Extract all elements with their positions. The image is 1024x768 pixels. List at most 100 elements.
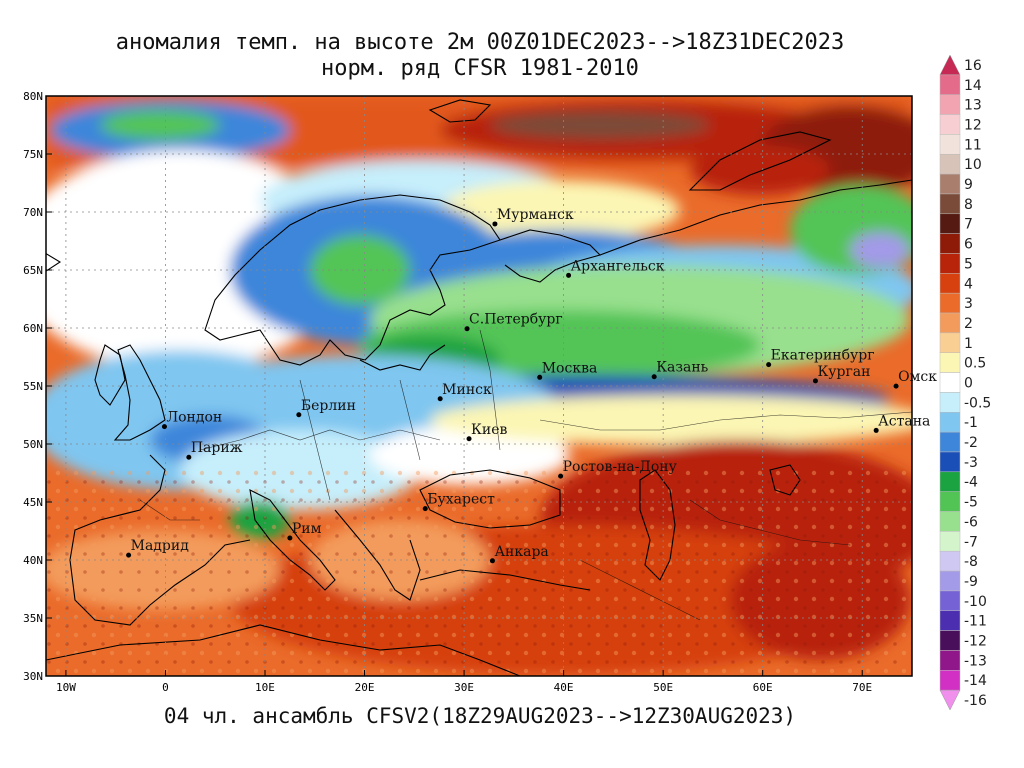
ensemble-footer: 04 чл. ансамбль CFSV2(18Z29AUG2023-->12Z… bbox=[163, 704, 797, 728]
lat-tick-label: 45N bbox=[23, 496, 43, 509]
colorbar-swatch bbox=[939, 491, 961, 512]
colorbar-swatch bbox=[939, 590, 961, 612]
city-marker bbox=[558, 473, 564, 479]
colorbar-swatch bbox=[939, 273, 961, 294]
city-label: Казань bbox=[656, 360, 708, 376]
colorbar-label: 1 bbox=[964, 336, 973, 352]
city-label: Париж bbox=[191, 440, 243, 456]
lon-tick-label: 10E bbox=[255, 681, 275, 694]
city-marker bbox=[893, 383, 899, 389]
colorbar-label: -4 bbox=[964, 475, 978, 491]
colorbar-swatch bbox=[939, 173, 961, 195]
lon-tick-label: 10W bbox=[56, 681, 76, 694]
colorbar-swatch bbox=[939, 689, 961, 711]
city-label: Москва bbox=[542, 360, 598, 376]
lat-tick-label: 75N bbox=[23, 148, 43, 161]
colorbar-label: 4 bbox=[964, 276, 973, 292]
lat-tick-label: 35N bbox=[23, 612, 43, 625]
colorbar-swatch bbox=[939, 670, 961, 691]
colorbar-label: 8 bbox=[964, 197, 973, 213]
city-marker bbox=[466, 436, 472, 442]
city-label: Екатеринбург bbox=[771, 348, 875, 364]
colorbar-label: -16 bbox=[964, 693, 987, 709]
colorbar-swatch bbox=[939, 372, 961, 393]
colorbar-label: 7 bbox=[964, 217, 973, 233]
colorbar-swatch bbox=[939, 312, 961, 334]
city-marker bbox=[161, 424, 167, 430]
colorbar-swatch bbox=[939, 451, 961, 473]
colorbar-label: 5 bbox=[964, 256, 973, 272]
grid-lines bbox=[46, 96, 912, 676]
city-marker bbox=[651, 374, 657, 380]
colorbar-label: 13 bbox=[964, 98, 982, 114]
lat-tick-label: 30N bbox=[23, 670, 43, 683]
colorbar-label: 2 bbox=[964, 316, 973, 332]
lat-tick-label: 65N bbox=[23, 264, 43, 277]
city-marker bbox=[437, 396, 443, 402]
lon-tick-label: 0 bbox=[162, 681, 169, 694]
colorbar-label: -7 bbox=[964, 534, 978, 550]
colorbar-label: 6 bbox=[964, 237, 973, 253]
colorbar-swatch bbox=[939, 74, 961, 95]
lon-tick-label: 20E bbox=[355, 681, 375, 694]
lat-tick-label: 40N bbox=[23, 554, 43, 567]
lat-tick-label: 70N bbox=[23, 206, 43, 219]
city-label: Архангельск bbox=[571, 258, 665, 274]
colorbar-label: 0.5 bbox=[964, 356, 986, 372]
map-title-line-2: норм. ряд CFSR 1981-2010 bbox=[321, 56, 639, 81]
city-marker bbox=[537, 374, 543, 380]
city-marker bbox=[489, 558, 495, 564]
city-label: Мурманск bbox=[497, 207, 574, 223]
colorbar-label: -11 bbox=[964, 614, 987, 630]
colorbar-label: -3 bbox=[964, 455, 978, 471]
city-marker bbox=[566, 272, 572, 278]
city-marker bbox=[126, 552, 132, 558]
colorbar-label: -0.5 bbox=[964, 395, 991, 411]
city-marker bbox=[464, 326, 470, 332]
city-marker bbox=[812, 378, 818, 384]
colorbar-swatch bbox=[939, 511, 961, 532]
city-marker bbox=[492, 221, 498, 227]
lat-tick-label: 80N bbox=[23, 90, 43, 103]
colorbar: 16 14 13 12 11 10 9 8 7 6 5 4 3 2 1 0.5 0 -0.5 -1 -2 -3 -4 -5 -… bbox=[939, 54, 991, 711]
city-label: Киев bbox=[471, 422, 507, 438]
colorbar-label: 3 bbox=[964, 296, 973, 312]
lon-tick-label: 40E bbox=[554, 681, 574, 694]
colorbar-label: -8 bbox=[964, 554, 978, 570]
colorbar-label: -14 bbox=[964, 673, 987, 689]
city-label: Курган bbox=[817, 364, 870, 380]
colorbar-label: -10 bbox=[964, 594, 987, 610]
colorbar-swatch bbox=[939, 94, 961, 115]
city-label: Анкара bbox=[494, 544, 548, 560]
axis-ticks: 10W 0 10E 20E 30E 40E 50E 60E 70E 30N 35N 40N 45N 50N… bbox=[23, 90, 872, 694]
colorbar-swatch bbox=[939, 412, 961, 433]
colorbar-swatch bbox=[939, 233, 961, 254]
colorbar-swatch bbox=[939, 193, 961, 215]
city-labels: Мурманск Архангельск С.Петербург Москва Каза… bbox=[126, 207, 937, 564]
city-label: Астана bbox=[878, 413, 930, 429]
colorbar-swatch bbox=[939, 134, 961, 155]
colorbar-swatch bbox=[939, 153, 961, 175]
colorbar-swatch bbox=[939, 431, 961, 453]
colorbar-swatch bbox=[939, 253, 961, 274]
colorbar-label: -2 bbox=[964, 435, 978, 451]
lon-tick-label: 60E bbox=[753, 681, 773, 694]
colorbar-label: 12 bbox=[964, 117, 982, 133]
lat-tick-label: 50N bbox=[23, 438, 43, 451]
city-label: Мадрид bbox=[131, 538, 190, 554]
coastlines bbox=[46, 99, 912, 676]
city-label: Минск bbox=[442, 382, 492, 398]
colorbar-swatch bbox=[939, 114, 961, 135]
colorbar-swatch bbox=[939, 54, 961, 76]
city-label: Рим bbox=[292, 521, 322, 537]
city-marker bbox=[296, 412, 302, 418]
anomaly-field bbox=[46, 96, 912, 676]
colorbar-label: 9 bbox=[964, 177, 973, 193]
lon-tick-label: 30E bbox=[454, 681, 474, 694]
lon-tick-label: 50E bbox=[653, 681, 673, 694]
colorbar-label: -9 bbox=[964, 574, 978, 590]
colorbar-swatch bbox=[939, 550, 961, 572]
colorbar-label: -5 bbox=[964, 495, 978, 511]
city-label: Омск bbox=[898, 369, 937, 385]
city-label: Ростов-на-Дону bbox=[563, 459, 678, 475]
